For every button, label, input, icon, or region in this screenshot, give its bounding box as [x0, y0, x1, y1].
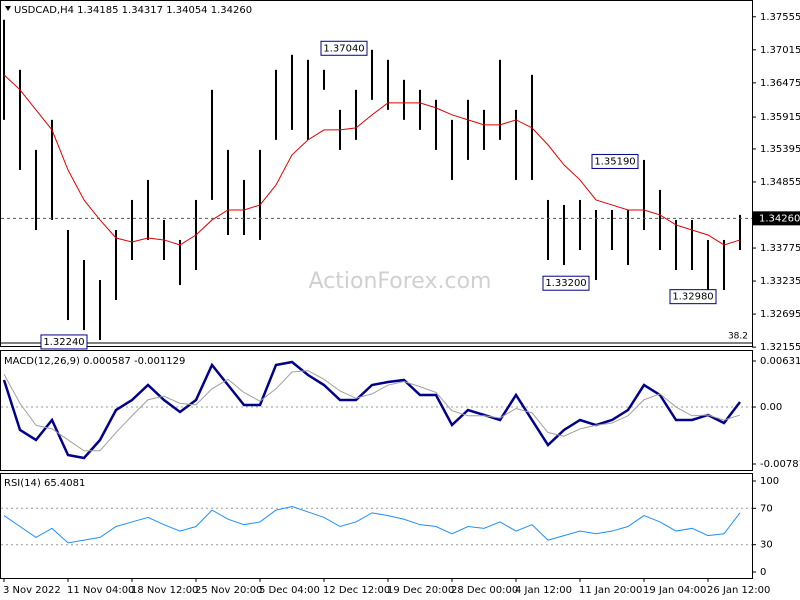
y-tick-label: 1.36475: [760, 78, 800, 89]
y-tick-label: 30: [760, 540, 773, 551]
annotation-box: [669, 289, 717, 305]
y-tick-label: 100: [760, 476, 779, 487]
y-tick-label: 1.35395: [760, 144, 800, 155]
y-tick-label: 70: [760, 503, 773, 514]
x-tick-label: 19 Dec 20:00: [387, 585, 454, 596]
x-tick-label: 25 Nov 20:00: [195, 585, 262, 596]
fib-label: 38.2: [728, 332, 748, 342]
y-tick-label: 1.32695: [760, 309, 800, 320]
price-panel-frame: [0, 0, 753, 347]
y-tick-label: 1.32155: [760, 342, 800, 353]
x-tick-label: 4 Jan 12:00: [515, 585, 572, 596]
indicator-line: [3, 370, 741, 452]
y-tick-label: 1.33775: [760, 243, 800, 254]
y-tick-label: 1.34855: [760, 177, 800, 188]
menu-arrow: [5, 6, 11, 11]
rsi-title: RSI(14) 65.4081: [4, 478, 85, 489]
y-tick-label: 1.35915: [760, 112, 800, 123]
x-tick-label: 12 Dec 12:00: [323, 585, 390, 596]
annotation-box: [542, 275, 590, 291]
annotation-label: 1.35190: [594, 156, 635, 167]
x-tick-label: 5 Dec 04:00: [259, 585, 320, 596]
macd-panel-frame: [0, 350, 753, 471]
y-tick-label: 1.37015: [760, 45, 800, 56]
y-tick-label: 1.37555: [760, 12, 800, 23]
x-tick-label: 11 Nov 04:00: [67, 585, 134, 596]
annotation-label: 1.33200: [545, 278, 586, 289]
last-price-label: 1.34260: [759, 213, 800, 224]
annotation-label: 1.32240: [43, 337, 84, 348]
annotation-label: 1.32980: [672, 292, 713, 303]
x-tick-label: 28 Dec 00:00: [451, 585, 518, 596]
x-tick-label: 19 Jan 04:00: [643, 585, 706, 596]
indicator-line: [2, 360, 741, 460]
x-tick-label: 3 Nov 2022: [3, 585, 61, 596]
macd-title: MACD(12,26,9) 0.000587 -0.001129: [4, 356, 185, 367]
annotation-box: [320, 40, 368, 56]
y-tick-label: -0.007818: [760, 459, 800, 470]
rsi-panel-frame: [0, 473, 753, 579]
moving-average: [3, 74, 741, 246]
annotation-box: [591, 153, 639, 169]
x-tick-label: 26 Jan 12:00: [707, 585, 770, 596]
annotation-box: [40, 334, 88, 350]
x-tick-label: 18 Nov 12:00: [131, 585, 198, 596]
y-tick-label: 0: [760, 567, 766, 578]
x-tick-label: 11 Jan 20:00: [579, 585, 642, 596]
indicator-line: [3, 505, 741, 544]
y-tick-label: 0.006315: [760, 356, 800, 367]
last-price-box: [753, 211, 800, 226]
y-tick-label: 1.33235: [760, 276, 800, 287]
watermark: ActionForex.com: [309, 269, 492, 294]
price-title: USDCAD,H4 1.34185 1.34317 1.34054 1.3426…: [14, 5, 252, 16]
y-tick-label: 0.00: [760, 402, 782, 413]
annotation-label: 1.37040: [323, 43, 364, 54]
